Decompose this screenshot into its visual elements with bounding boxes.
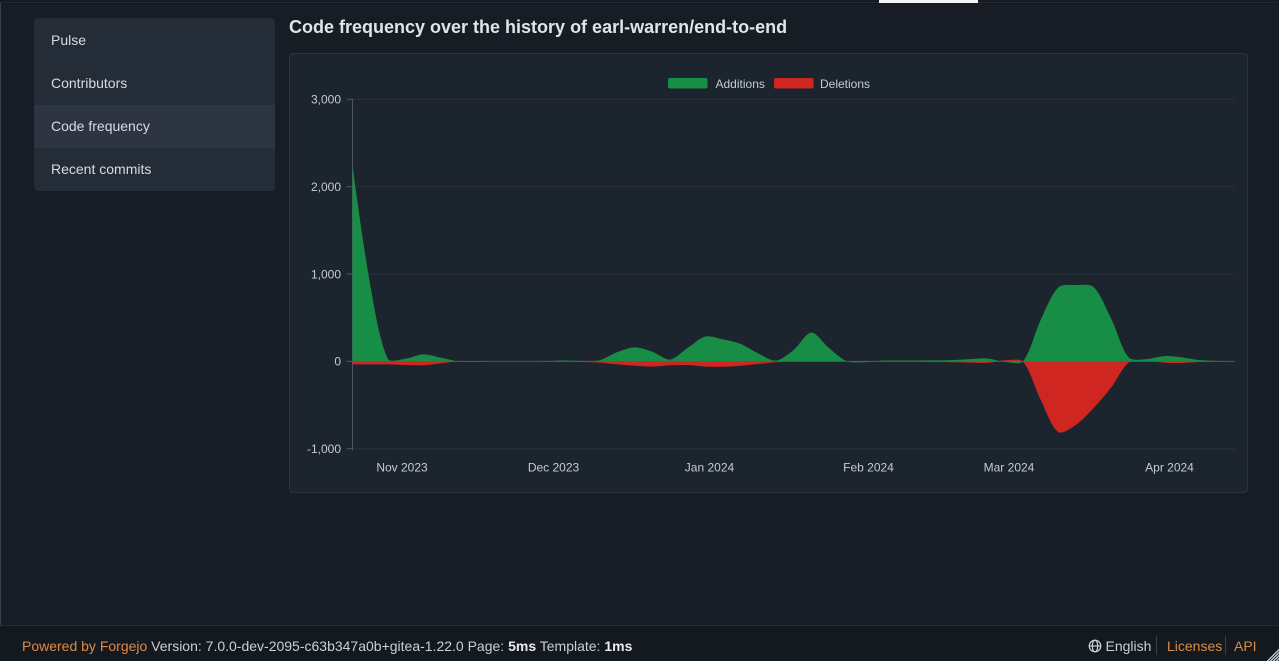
svg-text:Dec 2023: Dec 2023: [528, 460, 580, 474]
svg-text:Apr 2024: Apr 2024: [1145, 460, 1194, 474]
svg-text:2,000: 2,000: [311, 180, 341, 194]
svg-text:0: 0: [334, 355, 341, 369]
svg-text:1,000: 1,000: [311, 267, 341, 281]
svg-text:Jan 2024: Jan 2024: [685, 460, 735, 474]
svg-text:Deletions: Deletions: [820, 77, 870, 91]
svg-text:-1,000: -1,000: [307, 442, 341, 456]
svg-text:Additions: Additions: [716, 77, 765, 91]
svg-text:3,000: 3,000: [311, 93, 341, 107]
svg-text:Nov 2023: Nov 2023: [376, 460, 428, 474]
svg-text:Feb 2024: Feb 2024: [843, 460, 894, 474]
svg-text:Mar 2024: Mar 2024: [984, 460, 1035, 474]
